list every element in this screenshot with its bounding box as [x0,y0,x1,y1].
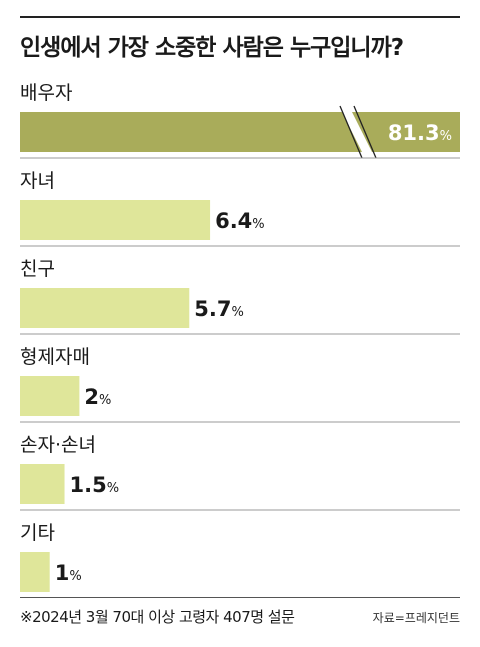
value-label: 1.5% [70,473,120,497]
category-label: 배우자 [20,82,72,104]
category-label: 자녀 [20,170,55,192]
top-rule [20,16,460,18]
bar-chart: 배우자 81.3% 자녀 6.4% 친구 5.7% 형제자매 2% 손자·손녀 1.5% 기타1% [20,82,460,592]
bar [20,200,211,240]
bar [20,464,65,504]
value-label: 2% [84,385,111,409]
value-label: 6.4% [215,209,265,233]
bar [20,376,80,416]
category-label: 형제자매 [20,346,90,368]
chart-title: 인생에서 가장 소중한 사람은 누구입니까? [20,35,404,61]
axis-break-line [339,105,363,159]
category-label: 손자·손녀 [20,434,96,456]
axis-break-line [353,105,377,159]
category-label: 친구 [20,258,55,280]
bar [20,288,190,328]
survey-note: ※2024년 3월 70대 이상 고령자 407명 설문 [20,608,295,626]
value-label: 5.7% [194,297,244,321]
source-label: 자료=프레지던트 [372,611,460,625]
value-label: 81.3% [388,121,452,145]
value-label: 1% [55,561,82,585]
footer-rule [20,597,460,598]
category-label: 기타 [20,522,55,544]
bar [20,552,50,592]
bar [20,112,460,152]
axis-break [342,112,372,152]
